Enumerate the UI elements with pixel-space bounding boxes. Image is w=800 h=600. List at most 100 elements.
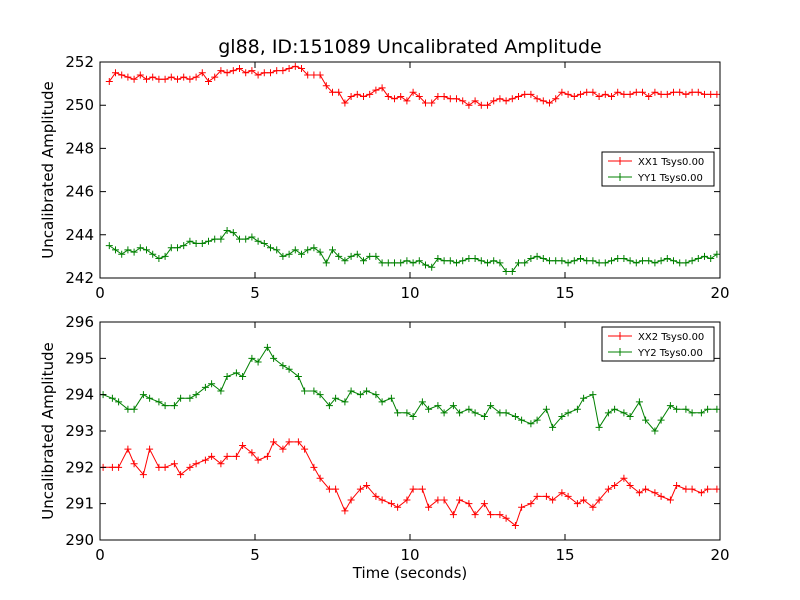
data-point-marker (657, 257, 665, 265)
data-point-marker (285, 365, 293, 373)
data-point-marker (663, 255, 671, 263)
data-point-marker (422, 261, 429, 269)
data-point-marker (112, 69, 119, 77)
x-tick-label: 15 (555, 284, 574, 302)
data-point-marker (387, 394, 395, 402)
data-point-marker (434, 402, 442, 410)
data-point-marker (384, 259, 392, 267)
data-point-marker (642, 485, 650, 493)
data-point-marker (697, 409, 705, 417)
data-point-marker (229, 229, 237, 237)
data-point-marker (304, 246, 312, 254)
data-point-marker (673, 405, 681, 413)
data-point-marker (335, 252, 343, 260)
data-point-marker (542, 405, 550, 413)
data-point-marker (310, 463, 318, 471)
data-point-marker (490, 257, 498, 265)
data-point-marker (676, 259, 684, 267)
data-point-marker (149, 250, 157, 258)
legend-label: YY2 Tsys0.00 (637, 348, 703, 359)
legend-marker (616, 348, 624, 356)
data-point-marker (273, 67, 281, 75)
data-point-marker (347, 387, 355, 395)
data-point-marker (146, 394, 154, 402)
data-point-marker (434, 255, 442, 263)
data-point-marker (552, 95, 560, 103)
data-point-marker (620, 474, 628, 482)
data-point-marker (670, 257, 677, 265)
data-point-marker (642, 416, 650, 424)
y-tick-label: 291 (65, 495, 94, 513)
y-tick-label: 293 (65, 422, 94, 440)
data-point-marker (577, 255, 584, 263)
data-point-marker (564, 259, 572, 267)
data-point-marker (232, 369, 240, 377)
data-point-marker (564, 492, 572, 500)
data-point-marker (415, 93, 423, 101)
data-point-marker (174, 75, 181, 83)
data-point-marker (347, 496, 355, 504)
data-point-marker (707, 90, 715, 98)
data-point-marker (589, 391, 597, 399)
data-point-marker (130, 460, 138, 468)
plot-bottom: 0 5 10 15 20 290 291 292 293 294 295 296 Uncalibrate… (39, 313, 730, 564)
data-point-marker (217, 67, 225, 75)
data-point-marker (521, 259, 529, 267)
legend-label: XX1 Tsys0.00 (638, 157, 704, 168)
x-tick-label: 15 (555, 546, 574, 564)
data-point-marker (360, 93, 367, 101)
data-point-marker (502, 97, 510, 105)
data-point-marker (580, 394, 588, 402)
data-point-marker (704, 485, 712, 493)
data-point-marker (657, 416, 665, 424)
data-point-marker (558, 412, 566, 420)
data-point-marker (502, 409, 510, 417)
data-point-marker (186, 75, 194, 83)
data-point-marker (465, 101, 473, 109)
data-point-marker (595, 93, 603, 101)
series-line (102, 346, 717, 432)
y-axis-label: Uncalibrated Amplitude (39, 342, 57, 519)
data-point-marker (604, 485, 612, 493)
data-point-marker (595, 496, 603, 504)
data-point-marker (167, 73, 175, 81)
data-point-marker (595, 423, 603, 431)
data-point-marker (564, 409, 572, 417)
data-point-marker (263, 452, 271, 460)
data-point-marker (688, 409, 696, 417)
data-point-marker (589, 257, 597, 265)
data-point-marker (601, 90, 609, 98)
data-point-marker (673, 482, 681, 489)
data-point-marker (316, 248, 324, 256)
data-point-marker (573, 405, 581, 413)
data-point-marker (446, 257, 454, 265)
data-point-marker (688, 485, 696, 493)
data-point-marker (546, 257, 553, 265)
legend-label: YY1 Tsys0.00 (637, 173, 703, 184)
data-point-marker (155, 255, 163, 263)
data-point-marker (248, 67, 256, 75)
x-tick-label: 5 (250, 284, 260, 302)
data-point-marker (694, 255, 702, 263)
y-axis-label: Uncalibrated Amplitude (39, 81, 57, 258)
legend: XX1 Tsys0.00 YY1 Tsys0.00 (601, 151, 715, 187)
data-point-marker (242, 235, 250, 243)
data-point-marker (518, 503, 526, 511)
series-2-1 (99, 438, 721, 529)
x-tick-label: 20 (710, 284, 729, 302)
data-point-marker (198, 69, 206, 77)
data-point-marker (298, 64, 305, 72)
data-point-marker (508, 95, 516, 103)
data-point-marker (239, 442, 247, 450)
data-point-marker (208, 380, 216, 388)
data-point-marker (440, 409, 448, 417)
data-point-marker (611, 405, 619, 413)
legend-frame (601, 326, 715, 362)
data-point-marker (604, 409, 612, 417)
data-point-marker (496, 95, 504, 103)
data-point-marker (155, 75, 163, 83)
data-point-marker (440, 257, 448, 265)
data-point-marker (434, 93, 442, 101)
data-point-marker (391, 259, 398, 267)
